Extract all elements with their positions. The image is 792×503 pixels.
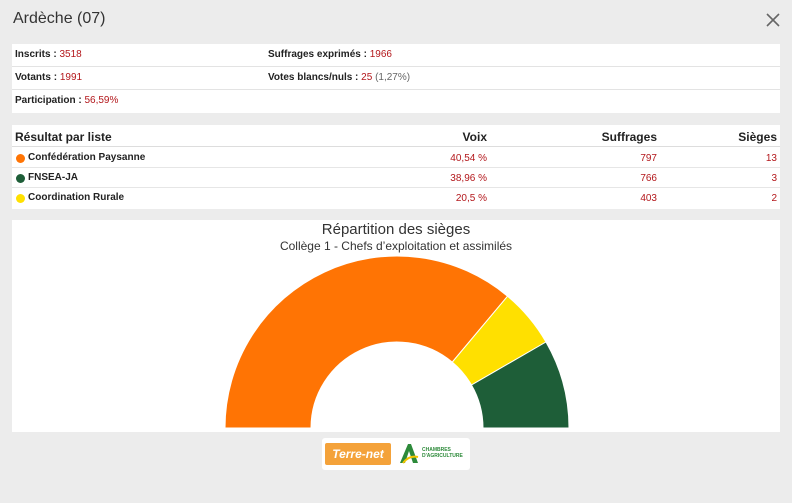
results-header: Résultat par liste Voix Suffrages Sièges — [12, 125, 780, 147]
list-name: Confédération Paysanne — [28, 152, 146, 163]
table-row: Confédération Paysanne 40,54 % 797 13 — [12, 148, 780, 168]
stat-value: 1966 — [369, 49, 392, 60]
list-name: FNSEA-JA — [28, 172, 79, 183]
orange-dot-icon — [16, 154, 25, 163]
stat-blancs: Votes blancs/nuls : 25 (1,27%) — [268, 72, 410, 83]
stats-row: Participation : 56,59% — [12, 90, 780, 113]
header-sieges: Sièges — [738, 130, 777, 144]
stat-value: 3518 — [59, 49, 82, 60]
stats-panel: Inscrits : 3518 Suffrages exprimés : 196… — [12, 44, 780, 113]
chart-subtitle: Collège 1 - Chefs d’exploitation et assi… — [279, 239, 513, 253]
header-voix: Voix — [462, 130, 487, 144]
table-row: Coordination Rurale 20,5 % 403 2 — [12, 188, 780, 208]
stat-participation: Participation : 56,59% — [15, 95, 118, 106]
stat-percent: (1,27%) — [375, 72, 411, 83]
stat-label: Votes blancs/nuls : — [268, 72, 359, 83]
slice-conf-d-ration-paysanne[interactable] — [224, 255, 509, 429]
cell-sieges: 13 — [765, 153, 777, 164]
cell-suffrages: 766 — [640, 173, 657, 184]
semicircle-chart — [224, 255, 570, 429]
page-title: Ardèche (07) — [13, 10, 106, 27]
close-icon — [766, 13, 780, 27]
terrenet-logo: Terre-net — [325, 443, 391, 465]
cell-voix: 40,54 % — [450, 153, 487, 164]
stat-value: 25 — [361, 72, 373, 83]
stat-label: Suffrages exprimés : — [268, 49, 367, 60]
stat-votants: Votants : 1991 — [15, 72, 82, 83]
stat-value: 1991 — [59, 72, 83, 83]
slice-fnsea-ja[interactable] — [470, 341, 570, 429]
chambres-agriculture-logo: CHAMBRES D'AGRICULTURE — [398, 441, 468, 467]
stat-label: Inscrits : — [15, 49, 57, 60]
stat-inscrits: Inscrits : 3518 — [15, 49, 82, 60]
cell-sieges: 2 — [771, 193, 777, 204]
results-table: Résultat par liste Voix Suffrages Sièges… — [12, 125, 780, 209]
seats-chart: Répartition des sièges Collège 1 - Chefs… — [12, 220, 780, 432]
stats-row: Votants : 1991 Votes blancs/nuls : 25 (1… — [12, 67, 780, 90]
stat-value: 56,59% — [84, 95, 119, 106]
stat-label: Votants : — [15, 72, 58, 83]
cell-suffrages: 403 — [640, 193, 657, 204]
yellow-dot-icon — [16, 194, 25, 203]
stats-row: Inscrits : 3518 Suffrages exprimés : 196… — [12, 44, 780, 67]
cell-sieges: 3 — [771, 173, 777, 184]
stat-suffrages: Suffrages exprimés : 1966 — [268, 49, 392, 60]
close-button[interactable] — [763, 10, 783, 30]
chambres-agriculture-icon — [400, 444, 419, 464]
header-suffrages: Suffrages — [601, 130, 657, 144]
chart-title: Répartition des sièges — [321, 221, 471, 238]
cell-suffrages: 797 — [640, 153, 657, 164]
list-name: Coordination Rurale — [28, 192, 125, 203]
chambres-text: CHAMBRES D'AGRICULTURE — [422, 447, 463, 459]
partner-logos: Terre-net CHAMBRES D'AGRICULTURE — [322, 438, 470, 470]
cell-voix: 38,96 % — [450, 173, 487, 184]
stat-label: Participation : — [15, 95, 82, 106]
cell-voix: 20,5 % — [455, 193, 487, 204]
green-dot-icon — [16, 174, 25, 183]
modal-header: Ardèche (07) — [0, 0, 792, 40]
table-row: FNSEA-JA 38,96 % 766 3 — [12, 168, 780, 188]
header-liste: Résultat par liste — [15, 130, 112, 144]
